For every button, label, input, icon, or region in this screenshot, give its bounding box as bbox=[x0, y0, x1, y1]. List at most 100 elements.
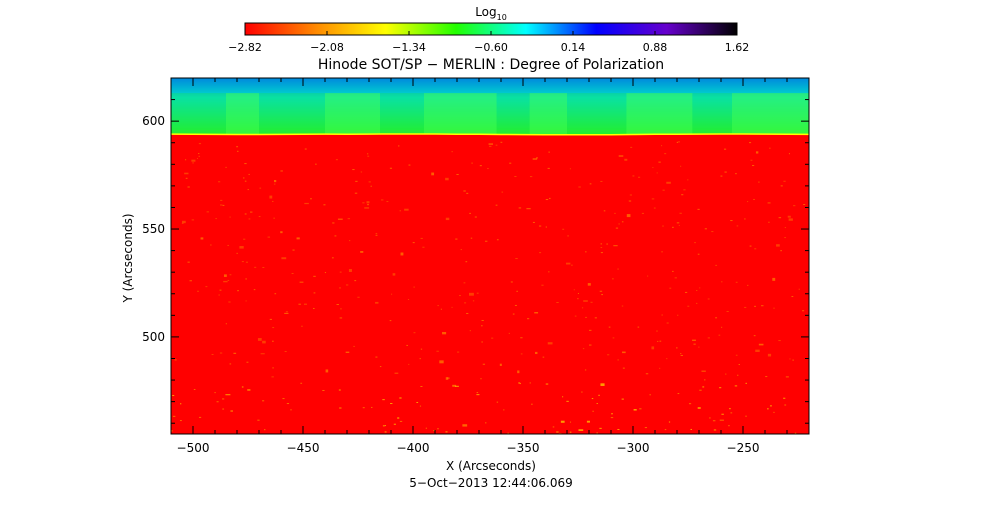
speckle bbox=[191, 159, 196, 162]
speckle bbox=[690, 428, 692, 430]
speckle bbox=[645, 373, 649, 375]
colorbar-tick-label: −2.08 bbox=[310, 41, 344, 54]
speckle bbox=[535, 351, 538, 355]
speckle bbox=[339, 271, 342, 273]
speckle bbox=[754, 248, 757, 250]
speckle bbox=[613, 245, 618, 247]
speckle bbox=[658, 161, 661, 163]
speckle bbox=[347, 218, 351, 220]
speckle bbox=[520, 337, 523, 339]
speckle bbox=[688, 403, 692, 405]
speckle bbox=[456, 173, 459, 175]
speckle bbox=[345, 284, 349, 286]
speckle bbox=[697, 253, 700, 255]
off-limb-strip bbox=[626, 93, 693, 135]
speckle bbox=[560, 420, 565, 423]
speckle bbox=[745, 415, 747, 417]
speckle bbox=[652, 167, 654, 169]
off-limb-strip bbox=[424, 93, 497, 135]
speckle bbox=[784, 237, 786, 239]
speckle bbox=[719, 419, 724, 421]
speckle bbox=[439, 360, 444, 364]
chart-title: Hinode SOT/SP − MERLIN : Degree of Polar… bbox=[318, 57, 664, 73]
speckle bbox=[680, 353, 682, 355]
speckle bbox=[322, 389, 325, 391]
speckle bbox=[206, 211, 209, 213]
speckle bbox=[503, 409, 505, 411]
speckle bbox=[228, 301, 231, 303]
speckle bbox=[787, 215, 791, 218]
speckle bbox=[425, 427, 428, 429]
speckle bbox=[272, 327, 275, 329]
speckle bbox=[662, 189, 665, 191]
speckle bbox=[393, 423, 396, 425]
speckle bbox=[725, 373, 727, 375]
speckle bbox=[501, 191, 504, 193]
speckle bbox=[285, 311, 288, 313]
speckle bbox=[637, 326, 640, 328]
speckle bbox=[370, 185, 372, 187]
speckle bbox=[600, 247, 603, 249]
speckle bbox=[661, 314, 663, 316]
speckle bbox=[514, 304, 517, 306]
speckle bbox=[313, 275, 316, 277]
speckle bbox=[687, 305, 690, 307]
speckle bbox=[792, 359, 794, 361]
speckle bbox=[281, 257, 287, 260]
speckle bbox=[371, 406, 373, 408]
speckle bbox=[585, 316, 588, 318]
speckle bbox=[718, 334, 721, 336]
speckle bbox=[791, 296, 794, 298]
speckle bbox=[214, 392, 216, 394]
speckle bbox=[479, 165, 482, 167]
speckle bbox=[520, 353, 523, 355]
speckle bbox=[755, 349, 760, 352]
speckle bbox=[581, 307, 584, 309]
off-limb-strip bbox=[380, 93, 424, 135]
speckle bbox=[545, 383, 549, 385]
speckle bbox=[699, 287, 701, 289]
speckle bbox=[267, 236, 271, 238]
speckle bbox=[336, 303, 339, 305]
speckle bbox=[380, 199, 384, 201]
speckle bbox=[569, 431, 572, 433]
speckle bbox=[248, 173, 250, 175]
speckle bbox=[218, 181, 221, 183]
speckle bbox=[219, 352, 223, 354]
speckle bbox=[384, 425, 386, 427]
speckle bbox=[778, 340, 781, 342]
speckle bbox=[532, 158, 538, 160]
speckle bbox=[391, 293, 393, 295]
speckle bbox=[422, 246, 425, 248]
speckle bbox=[744, 306, 747, 308]
speckle bbox=[780, 185, 783, 187]
speckle bbox=[638, 176, 641, 178]
speckle bbox=[578, 429, 584, 431]
speckle bbox=[684, 291, 688, 293]
speckle bbox=[672, 270, 674, 272]
speckle bbox=[644, 427, 648, 429]
speckle bbox=[545, 226, 547, 228]
speckle bbox=[735, 354, 738, 356]
speckle bbox=[437, 428, 439, 430]
speckle bbox=[696, 289, 698, 291]
speckle bbox=[273, 183, 276, 185]
speckle bbox=[355, 180, 358, 182]
speckle bbox=[532, 221, 535, 223]
speckle bbox=[245, 300, 247, 302]
speckle bbox=[676, 141, 679, 143]
speckle bbox=[586, 420, 590, 423]
speckle bbox=[172, 395, 175, 397]
speckle bbox=[724, 171, 727, 173]
speckle bbox=[607, 354, 610, 356]
speckle bbox=[384, 431, 387, 433]
speckle bbox=[679, 212, 682, 214]
speckle bbox=[331, 257, 334, 259]
speckle bbox=[227, 279, 230, 281]
speckle bbox=[566, 400, 569, 402]
speckle bbox=[622, 351, 626, 354]
speckle bbox=[280, 231, 283, 234]
speckle bbox=[471, 162, 473, 164]
speckle bbox=[218, 294, 220, 296]
disk-speckles bbox=[171, 141, 809, 434]
